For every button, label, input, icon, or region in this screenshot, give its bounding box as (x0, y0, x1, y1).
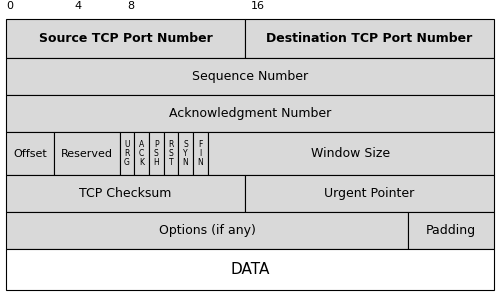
Bar (6, 95, 494, 132)
Text: A
C
K: A C K (139, 140, 144, 168)
Bar (6, 132, 54, 175)
Text: Destination TCP Port Number: Destination TCP Port Number (266, 32, 472, 45)
Bar (245, 19, 494, 58)
Bar (6, 58, 494, 95)
Bar (149, 132, 164, 175)
Text: Padding: Padding (426, 224, 476, 237)
Text: Offset: Offset (13, 149, 47, 159)
Text: F
I
N: F I N (198, 140, 203, 168)
Bar (6, 212, 408, 249)
Bar (6, 175, 245, 212)
Bar (6, 249, 494, 290)
Bar (178, 132, 193, 175)
Text: Options (if any): Options (if any) (158, 224, 256, 237)
Text: S
Y
N: S Y N (182, 140, 188, 168)
Text: 0: 0 (6, 1, 13, 11)
Text: Urgent Pointer: Urgent Pointer (324, 187, 414, 200)
Text: Reserved: Reserved (61, 149, 113, 159)
Bar (134, 132, 149, 175)
Bar (193, 132, 208, 175)
Bar (164, 132, 178, 175)
Text: TCP Checksum: TCP Checksum (80, 187, 172, 200)
Text: Window Size: Window Size (311, 147, 390, 160)
Bar (6, 19, 245, 58)
Bar (208, 132, 494, 175)
Text: U
R
G: U R G (124, 140, 130, 168)
Text: 16: 16 (251, 1, 265, 11)
Text: Sequence Number: Sequence Number (192, 70, 308, 83)
Text: 8: 8 (127, 1, 134, 11)
Bar (408, 212, 494, 249)
Text: Source TCP Port Number: Source TCP Port Number (38, 32, 212, 45)
Text: Acknowledgment Number: Acknowledgment Number (169, 107, 331, 120)
Text: 4: 4 (74, 1, 81, 11)
Bar (120, 132, 134, 175)
Text: R
S
T: R S T (168, 140, 173, 168)
Bar (245, 175, 494, 212)
Text: DATA: DATA (230, 262, 270, 277)
Text: P
S
H: P S H (154, 140, 159, 168)
Bar (54, 132, 120, 175)
